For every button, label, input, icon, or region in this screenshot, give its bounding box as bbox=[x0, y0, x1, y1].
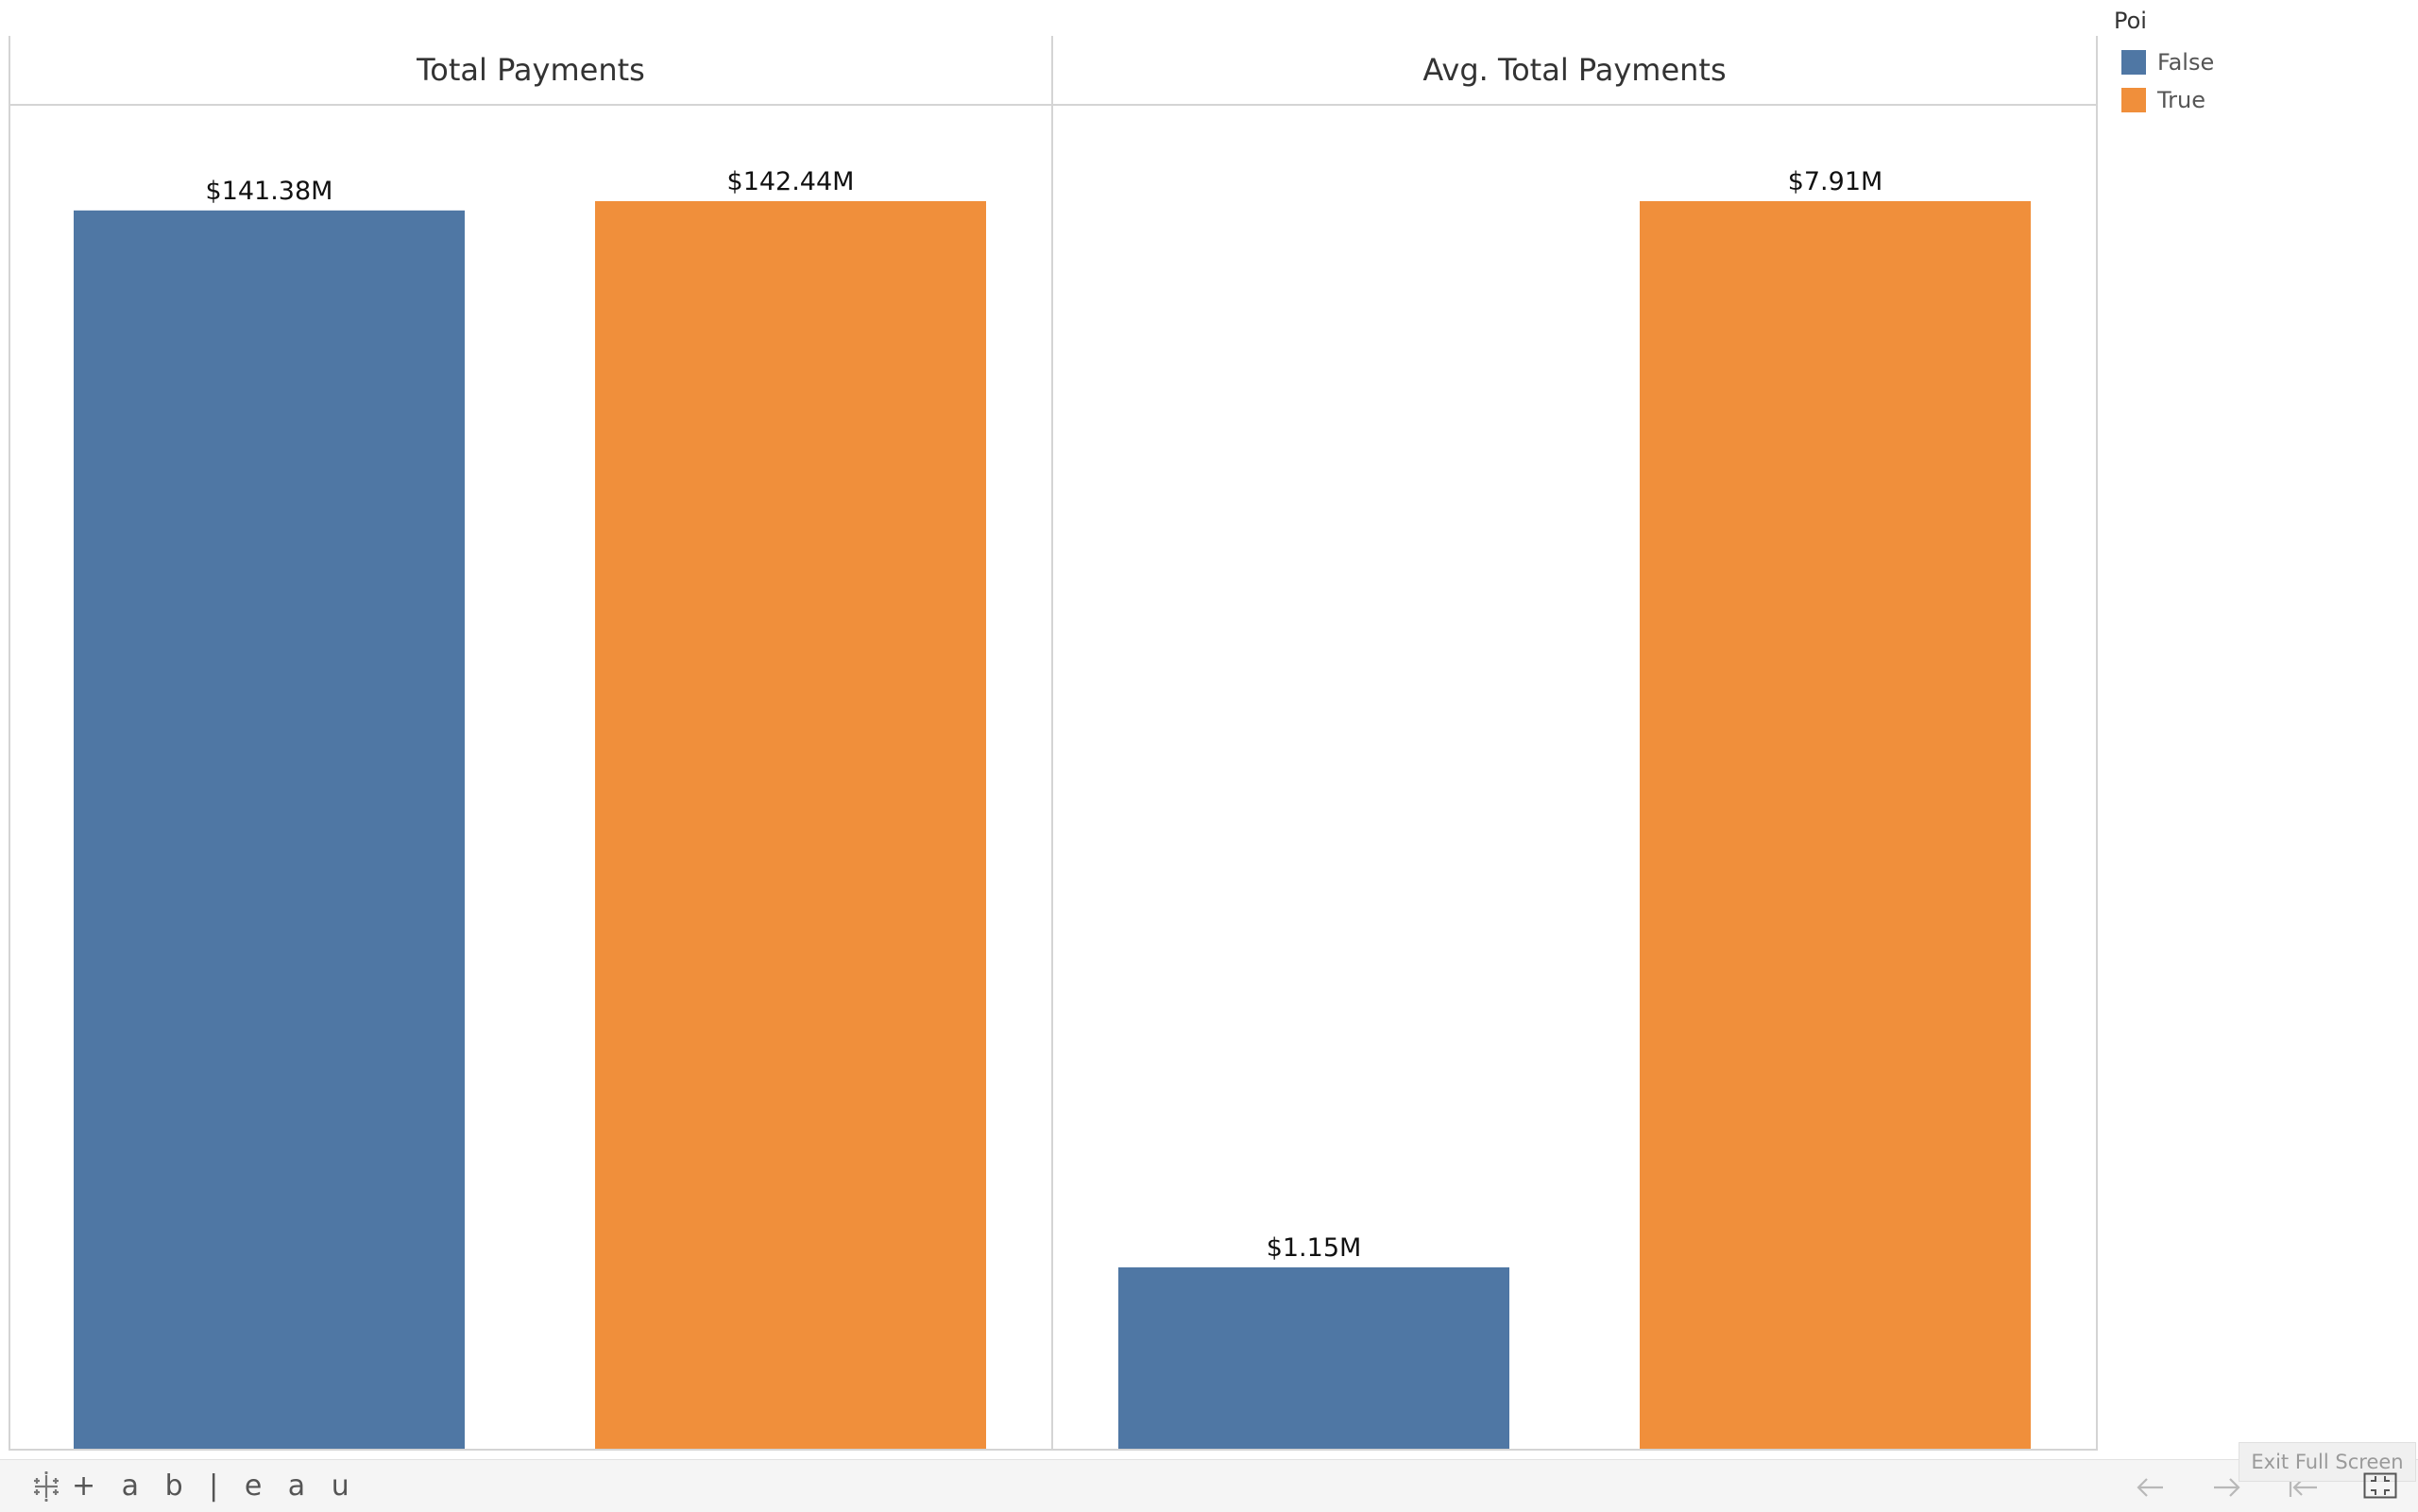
redo-button[interactable] bbox=[2205, 1470, 2248, 1505]
frame-header-divider bbox=[9, 104, 2098, 106]
tableau-logo-icon bbox=[34, 1470, 59, 1502]
data-label-avg-total-payments-true: $7.91M bbox=[1788, 167, 1883, 196]
legend-swatch-false bbox=[2121, 50, 2146, 75]
data-label-total-payments-false: $141.38M bbox=[206, 177, 333, 206]
frame-right-border bbox=[2096, 36, 2098, 1451]
pane-title-total-payments: Total Payments bbox=[417, 52, 645, 88]
legend-swatch-true bbox=[2121, 88, 2146, 112]
back-arrow-icon bbox=[2137, 1478, 2163, 1497]
frame-pane-divider bbox=[1051, 36, 1053, 1451]
legend-label-true: True bbox=[2157, 87, 2205, 113]
fullscreen-icon bbox=[2363, 1472, 2397, 1499]
data-label-avg-total-payments-false: $1.15M bbox=[1267, 1233, 1362, 1263]
bar-total-payments-false[interactable] bbox=[74, 210, 465, 1449]
legend-title: Poi bbox=[2114, 8, 2147, 34]
bottom-toolbar: + a b | e a u bbox=[0, 1459, 2418, 1512]
legend-item-false[interactable]: False bbox=[2121, 43, 2395, 81]
frame-left-border bbox=[9, 36, 10, 1451]
bar-avg-total-payments-true[interactable] bbox=[1640, 201, 2031, 1449]
frame-bottom-border bbox=[9, 1449, 2098, 1451]
tableau-brand[interactable]: + a b | e a u bbox=[30, 1470, 358, 1503]
pane-title-avg-total-payments: Avg. Total Payments bbox=[1422, 52, 1727, 88]
exit-fullscreen-tooltip: Exit Full Screen bbox=[2239, 1442, 2416, 1482]
legend-item-true[interactable]: True bbox=[2121, 81, 2395, 119]
tableau-wordmark: + a b | e a u bbox=[72, 1470, 358, 1503]
forward-arrow-icon bbox=[2214, 1478, 2240, 1497]
data-label-total-payments-true: $142.44M bbox=[727, 167, 855, 196]
exit-fullscreen-button[interactable] bbox=[2359, 1467, 2401, 1504]
bar-avg-total-payments-false[interactable] bbox=[1118, 1266, 1509, 1449]
bar-total-payments-true[interactable] bbox=[595, 201, 986, 1449]
legend-label-false: False bbox=[2157, 49, 2215, 76]
undo-button[interactable] bbox=[2129, 1470, 2172, 1505]
legend: Poi False True bbox=[2112, 8, 2395, 119]
